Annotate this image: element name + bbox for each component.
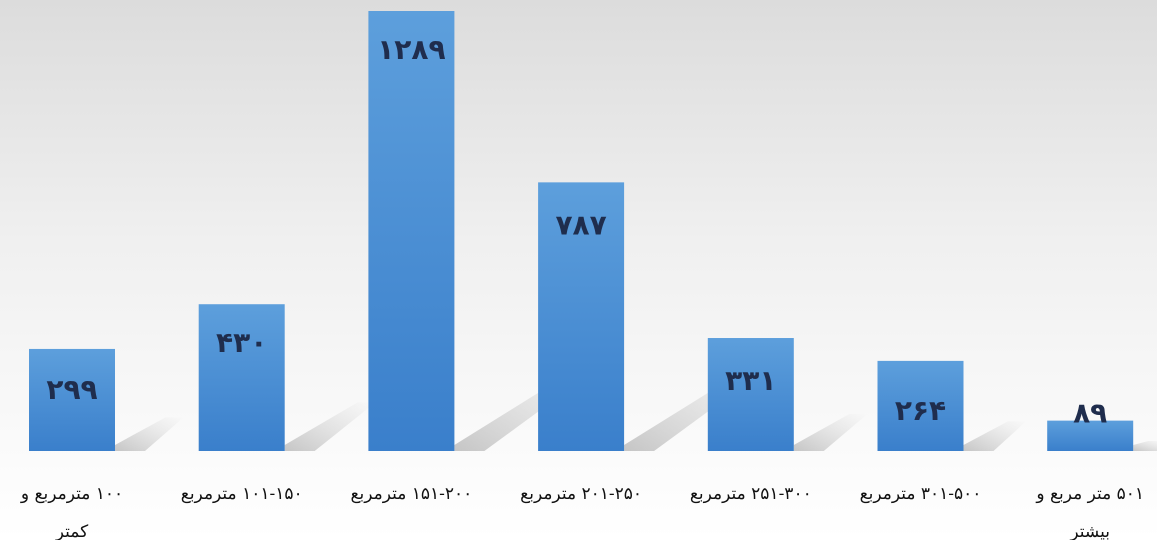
data-label: ۳۳۱ xyxy=(725,364,776,397)
category-label: ۲۰۱-۲۵۰ مترمربع xyxy=(520,484,642,504)
bar-shadow xyxy=(115,417,184,451)
category-label: بیشتر xyxy=(1069,522,1110,540)
bar-2 xyxy=(198,304,285,451)
category-label: ۲۵۱-۳۰۰ مترمربع xyxy=(690,484,812,504)
category-label: ۵۰۱ متر مربع و xyxy=(1035,484,1144,504)
bar-3 xyxy=(368,11,455,451)
bar-shadow xyxy=(963,421,1027,451)
data-label: ۱۲۸۹ xyxy=(377,33,445,66)
bar-1 xyxy=(29,348,115,451)
bar-shadow xyxy=(284,402,376,451)
data-label: ۲۹۹ xyxy=(46,373,97,406)
category-label: ۱۰۰ مترمربع و xyxy=(20,484,123,504)
data-label: ۲۶۴ xyxy=(895,394,946,427)
data-label: ۸۹ xyxy=(1073,397,1107,430)
category-label: کمتر xyxy=(55,522,89,540)
category-label: ۱۰۱-۱۵۰ مترمربع xyxy=(181,484,303,504)
bar-shadow xyxy=(793,413,868,451)
bar-shadow xyxy=(1133,440,1157,451)
bar-6 xyxy=(877,360,964,451)
data-label: ۴۳۰ xyxy=(216,326,267,359)
data-label: ۷۸۷ xyxy=(555,208,606,241)
bar-7 xyxy=(1047,420,1134,451)
bar-5 xyxy=(707,338,794,451)
category-label: ۳۰۱-۵۰۰ مترمربع xyxy=(860,484,982,504)
bar-4 xyxy=(538,182,625,451)
category-label: ۱۵۱-۲۰۰ مترمربع xyxy=(350,484,472,504)
